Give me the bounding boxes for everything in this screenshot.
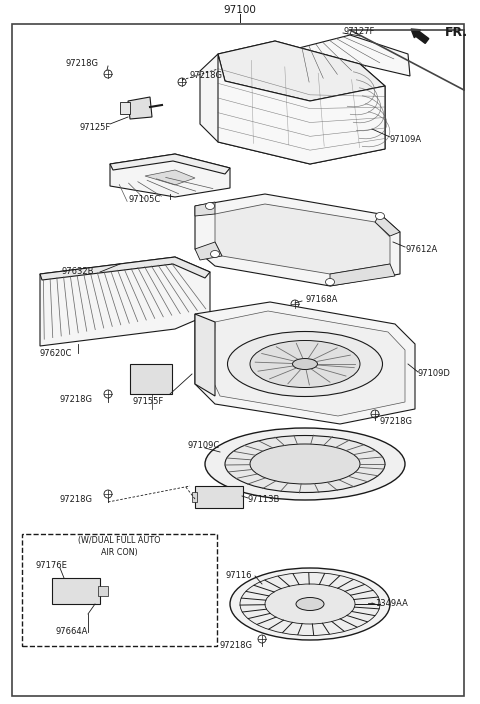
Text: FR.: FR. [445, 25, 468, 39]
Text: 97116: 97116 [225, 572, 252, 581]
Bar [130, 364, 172, 394]
Polygon shape [295, 35, 410, 76]
Polygon shape [195, 194, 400, 286]
Text: 1349AA: 1349AA [375, 600, 408, 608]
Text: 97125F: 97125F [80, 122, 111, 132]
FancyArrow shape [411, 29, 429, 44]
Text: 97612A: 97612A [405, 244, 437, 253]
Text: 97155F: 97155F [132, 396, 164, 406]
Text: 97109C: 97109C [187, 441, 219, 451]
Polygon shape [213, 311, 405, 416]
Text: 97113B: 97113B [248, 496, 280, 505]
Bar [195, 486, 243, 508]
Ellipse shape [205, 428, 405, 500]
Ellipse shape [375, 213, 384, 220]
Polygon shape [110, 154, 230, 197]
Polygon shape [110, 154, 230, 174]
Text: 97176E: 97176E [35, 562, 67, 570]
Ellipse shape [250, 341, 360, 387]
Ellipse shape [228, 332, 383, 396]
Text: 97218G: 97218G [65, 60, 98, 68]
Polygon shape [195, 242, 222, 260]
Polygon shape [195, 302, 415, 424]
Bar [52, 578, 100, 604]
Text: 97218G: 97218G [60, 394, 93, 403]
Text: 97620C: 97620C [40, 349, 72, 358]
Bar [120, 102, 130, 114]
Ellipse shape [296, 598, 324, 610]
Polygon shape [40, 257, 210, 280]
Polygon shape [128, 97, 152, 119]
Ellipse shape [225, 436, 385, 493]
Ellipse shape [205, 203, 215, 210]
Text: AIR CON): AIR CON) [101, 548, 137, 558]
Text: 97127F: 97127F [343, 27, 374, 35]
Polygon shape [218, 41, 385, 101]
Text: 97109D: 97109D [418, 370, 451, 379]
Text: 97109A: 97109A [390, 134, 422, 144]
Text: 97218G: 97218G [190, 72, 223, 80]
Polygon shape [145, 170, 195, 185]
Text: 97218G: 97218G [380, 417, 413, 427]
Polygon shape [330, 264, 395, 286]
Text: 97105C: 97105C [129, 196, 161, 204]
Polygon shape [375, 214, 400, 236]
Ellipse shape [250, 444, 360, 484]
Text: 97218G: 97218G [220, 641, 253, 650]
Ellipse shape [211, 251, 219, 258]
Text: 97218G: 97218G [60, 494, 93, 503]
Text: 97100: 97100 [224, 5, 256, 15]
Polygon shape [200, 41, 385, 164]
Bar [98, 586, 108, 596]
Polygon shape [195, 202, 215, 216]
Polygon shape [218, 54, 385, 164]
Text: 97664A: 97664A [55, 627, 87, 636]
Text: 97168A: 97168A [305, 294, 337, 303]
Text: 97632B: 97632B [62, 268, 95, 277]
Polygon shape [195, 314, 215, 396]
Ellipse shape [230, 568, 390, 640]
Text: (W/DUAL FULL AUTO: (W/DUAL FULL AUTO [78, 536, 160, 546]
Ellipse shape [265, 584, 355, 624]
Polygon shape [40, 257, 210, 346]
Ellipse shape [240, 572, 380, 636]
Ellipse shape [292, 358, 317, 370]
Polygon shape [215, 204, 390, 274]
Ellipse shape [325, 279, 335, 286]
Bar [192, 492, 197, 502]
